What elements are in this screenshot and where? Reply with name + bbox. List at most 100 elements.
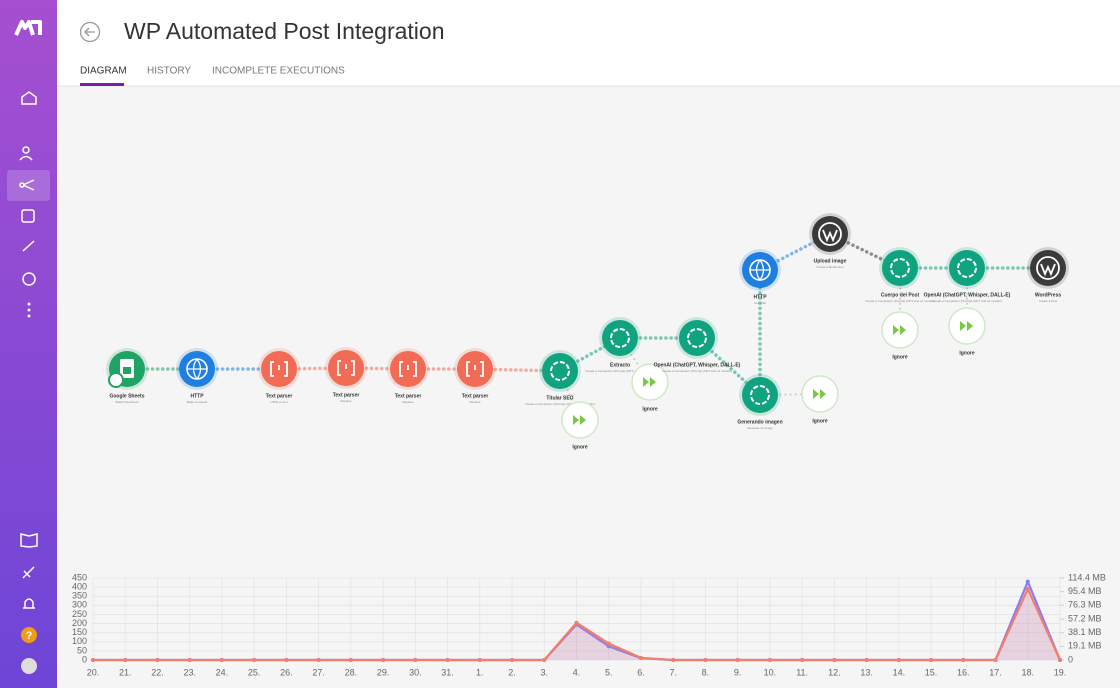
module-label: Text parser — [266, 393, 293, 399]
series-point — [477, 658, 482, 662]
module-label: Text parser — [333, 392, 360, 398]
series-point — [606, 641, 611, 646]
x-tick-label: 15. — [925, 667, 938, 677]
parser-icon — [337, 360, 355, 376]
webhooks-icon[interactable] — [22, 272, 36, 286]
module-sublabel: HTML to text — [270, 400, 287, 404]
module-node[interactable] — [542, 353, 578, 389]
x-tick-label: 21. — [119, 667, 132, 677]
x-tick-label: 10. — [764, 667, 777, 677]
series-point — [1025, 587, 1030, 592]
module-node[interactable] — [742, 377, 778, 413]
x-tick-label: 11. — [796, 667, 808, 677]
back-arrow — [84, 27, 95, 37]
module-sublabel: Get a file — [754, 301, 766, 305]
module-label: OpenAI (ChatGPT, Whisper, DALL-E) — [924, 292, 1011, 298]
scenarios-active[interactable] — [7, 170, 50, 201]
x-tick-label: 1. — [476, 667, 484, 677]
ignore-icon — [893, 325, 906, 335]
globe-lines — [750, 259, 770, 282]
series-point — [413, 658, 418, 662]
series-point — [896, 658, 901, 662]
series-point — [767, 658, 772, 662]
scenarios-icon-node — [19, 182, 25, 188]
x-tick-label: 6. — [637, 667, 645, 677]
help-icon[interactable] — [21, 627, 37, 643]
module-label: Ignore — [892, 354, 907, 360]
series-point — [735, 658, 740, 662]
ignore-icon — [813, 389, 826, 399]
module-label: Upload image — [814, 258, 847, 264]
series-point — [252, 658, 257, 662]
series-point — [316, 658, 321, 662]
x-tick-label: 4. — [573, 667, 581, 677]
series-point — [445, 658, 450, 662]
module-sublabel: Replace — [469, 400, 480, 404]
module-label: Cuerpo del Post — [881, 292, 920, 298]
x-tick-label: 8. — [702, 667, 710, 677]
series-point — [187, 658, 192, 662]
x-tick-label: 16. — [957, 667, 970, 677]
openai-icon — [550, 361, 570, 381]
module-sublabel: Make a request — [187, 400, 208, 404]
module-sublabel: Generate an Image — [747, 426, 773, 430]
launch-icon[interactable] — [22, 566, 35, 579]
module-label: Text parser — [462, 393, 489, 399]
x-tick-label: 31. — [441, 667, 454, 677]
team-icon-body — [19, 155, 33, 161]
openai-icon — [890, 258, 910, 278]
y-tick-label: 50 — [77, 645, 87, 655]
series-point — [864, 658, 869, 662]
y-tick-label: 0 — [82, 654, 87, 664]
y-tick-label: 400 — [72, 581, 87, 591]
x-tick-label: 12. — [828, 667, 841, 677]
module-node[interactable] — [949, 250, 985, 286]
logo[interactable] — [14, 20, 42, 36]
module-label: Text parser — [395, 393, 422, 399]
connections-icon[interactable] — [22, 240, 35, 252]
x-tick-label: 3. — [541, 667, 549, 677]
canvas — [57, 86, 1120, 688]
module-sublabel: Replace — [340, 399, 351, 403]
x-tick-label: 2. — [508, 667, 516, 677]
help-text: ? — [26, 630, 33, 642]
module-label: Ignore — [642, 406, 657, 412]
apps-icon[interactable] — [21, 209, 35, 223]
y2-tick-label: 0 — [1068, 654, 1073, 664]
module-sublabel: Create a Post — [1039, 299, 1058, 303]
notifications-icon[interactable] — [23, 598, 35, 609]
scenarios-icon — [22, 179, 35, 191]
wp-w — [1040, 263, 1056, 277]
parser-icon — [466, 361, 484, 377]
tab[interactable]: INCOMPLETE EXECUTIONS — [212, 66, 345, 77]
module-label: Ignore — [572, 444, 587, 450]
y-tick-label: 150 — [72, 627, 87, 637]
more-dot[interactable] — [27, 302, 31, 306]
tab[interactable]: HISTORY — [147, 66, 191, 77]
series-point — [800, 658, 805, 662]
module-label: Ignore — [812, 418, 827, 424]
back-button[interactable] — [79, 21, 101, 43]
openai-icon — [610, 328, 630, 348]
home-icon[interactable] — [21, 91, 37, 105]
docs-icon[interactable] — [20, 533, 38, 548]
series-point — [510, 658, 515, 662]
module-label: Titular SEO — [546, 395, 573, 401]
module-node[interactable] — [679, 320, 715, 356]
y2-tick-label: 114.4 MB — [1068, 572, 1106, 582]
x-tick-label: 22. — [151, 667, 164, 677]
module-label: Extracto — [610, 362, 630, 368]
more-dot — [27, 314, 31, 318]
wp-icon — [1036, 256, 1060, 280]
tab[interactable]: DIAGRAM — [80, 66, 127, 77]
team-icon[interactable] — [22, 146, 30, 154]
avatar[interactable] — [21, 658, 37, 674]
series-point — [961, 658, 966, 662]
x-tick-label: 29. — [377, 667, 390, 677]
module-node[interactable] — [882, 250, 918, 286]
module-label: Generando imagen — [737, 419, 782, 425]
more-dot — [27, 308, 31, 312]
module-node[interactable] — [602, 320, 638, 356]
series-point — [993, 658, 998, 662]
